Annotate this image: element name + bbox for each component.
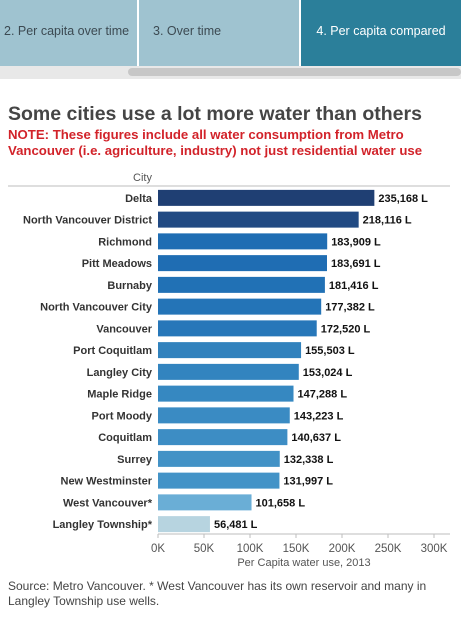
bar-pitt-meadows[interactable] [158, 255, 327, 272]
x-axis-ticks: 0K 50K 100K 150K 200K 250K 300K [151, 534, 448, 555]
category-label-langley-township: Langley Township* [53, 519, 153, 531]
category-label-port-coquitlam: Port Coquitlam [73, 345, 152, 357]
value-label-port-moody: 143,223 L [294, 410, 344, 422]
value-label-port-coquitlam: 155,503 L [305, 345, 355, 357]
bar-richmond[interactable] [158, 233, 328, 250]
bar-port-coquitlam[interactable] [158, 342, 302, 359]
chart-title: Some cities use a lot more water than ot… [8, 103, 422, 125]
tab-per-capita-compared[interactable]: 4. Per capita compared [301, 0, 461, 66]
x-tick-label: 50K [194, 543, 215, 555]
value-label-surrey: 132,338 L [284, 454, 334, 466]
category-label-richmond: Richmond [98, 236, 152, 248]
bar-north-vancouver-city[interactable] [158, 298, 322, 315]
category-label-langley-city: Langley City [87, 367, 153, 379]
bar-chart: City Delta 235,168 L North Vancouver Distr… [8, 172, 450, 569]
category-label-burnaby: Burnaby [107, 280, 153, 292]
value-label-richmond: 183,909 L [331, 236, 381, 248]
category-label-port-moody: Port Moody [92, 410, 153, 422]
category-label-north-vancouver-city: North Vancouver City [40, 302, 153, 314]
x-tick-label: 200K [329, 543, 356, 555]
bars: Delta 235,168 L North Vancouver District 21… [23, 189, 428, 533]
category-label-vancouver: Vancouver [96, 323, 152, 335]
bar-coquitlam[interactable] [158, 429, 288, 446]
tab-per-capita-over-time[interactable]: 2. Per capita over time [0, 0, 138, 66]
category-label-pitt-meadows: Pitt Meadows [82, 258, 152, 270]
x-tick-label: 100K [237, 543, 264, 555]
bar-west-vancouver[interactable] [158, 494, 252, 511]
category-label-west-vancouver: West Vancouver* [63, 497, 153, 509]
category-label-coquitlam: Coquitlam [98, 432, 152, 444]
value-label-delta: 235,168 L [378, 193, 428, 205]
value-label-burnaby: 181,416 L [329, 280, 379, 292]
category-label-delta: Delta [125, 193, 153, 205]
source-footnote: Source: Metro Vancouver. * West Vancouve… [8, 579, 427, 608]
value-label-pitt-meadows: 183,691 L [331, 258, 381, 270]
bar-new-westminster[interactable] [158, 472, 280, 489]
category-label-new-westminster: New Westminster [61, 476, 153, 488]
bar-vancouver[interactable] [158, 320, 317, 337]
value-label-north-vancouver-city: 177,382 L [325, 302, 375, 314]
x-tick-label: 250K [375, 543, 402, 555]
chart-note: NOTE: These figures include all water co… [8, 127, 423, 158]
bar-surrey[interactable] [158, 450, 280, 467]
bar-port-moody[interactable] [158, 407, 290, 424]
tab-over-time[interactable]: 3. Over time [139, 0, 300, 66]
bar-north-vancouver-district[interactable] [158, 211, 359, 228]
category-label-maple-ridge: Maple Ridge [87, 389, 152, 401]
bar-maple-ridge[interactable] [158, 385, 294, 402]
tab-bar: 2. Per capita over time 3. Over time 4. … [0, 0, 461, 66]
value-label-coquitlam: 140,637 L [291, 432, 341, 444]
x-tick-label: 0K [151, 543, 165, 555]
value-label-west-vancouver: 101,658 L [256, 497, 306, 509]
category-label-north-vancouver-district: North Vancouver District [23, 215, 152, 227]
category-header: City [133, 172, 152, 184]
bar-langley-city[interactable] [158, 363, 299, 380]
bar-langley-township[interactable] [158, 516, 210, 533]
x-axis-title: Per Capita water use, 2013 [237, 557, 370, 569]
bar-delta[interactable] [158, 189, 375, 206]
x-tick-label: 150K [283, 543, 310, 555]
value-label-new-westminster: 131,997 L [283, 476, 333, 488]
value-label-vancouver: 172,520 L [321, 323, 371, 335]
value-label-north-vancouver-district: 218,116 L [363, 215, 412, 227]
category-label-surrey: Surrey [117, 454, 153, 466]
scrollbar-thumb[interactable] [128, 68, 461, 76]
bar-burnaby[interactable] [158, 276, 325, 293]
x-tick-label: 300K [421, 543, 448, 555]
value-label-langley-city: 153,024 L [303, 367, 353, 379]
value-label-langley-township: 56,481 L [214, 519, 258, 531]
value-label-maple-ridge: 147,288 L [298, 389, 348, 401]
